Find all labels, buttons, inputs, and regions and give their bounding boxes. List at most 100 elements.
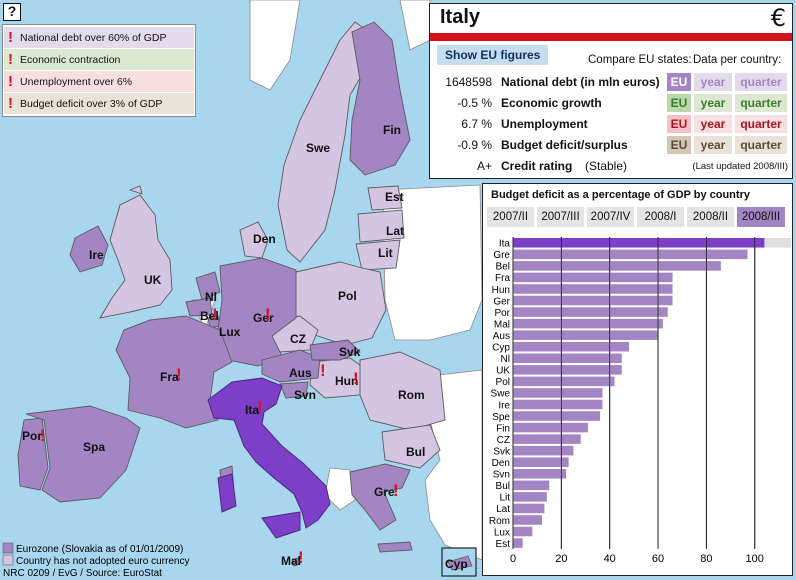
map-label-fin[interactable]: Fin [383, 123, 401, 137]
bar-bul[interactable] [513, 480, 550, 491]
map-label-fra[interactable]: Fra [160, 370, 179, 384]
map-label-ger[interactable]: Ger [253, 311, 274, 325]
bar-hun[interactable] [513, 284, 673, 294]
bar-fin[interactable] [513, 422, 588, 433]
map-label-ire[interactable]: Ire [89, 248, 104, 262]
per-year-button[interactable]: year [694, 94, 732, 112]
bar-por[interactable] [513, 307, 668, 317]
country-aus[interactable] [261, 349, 321, 383]
country-svk[interactable] [309, 339, 361, 361]
map-label-svn[interactable]: Svn [294, 388, 316, 402]
map-label-cyp[interactable]: Cyp [445, 557, 468, 571]
per-year-button[interactable]: year [694, 115, 732, 133]
country-mal[interactable] [291, 557, 301, 567]
per-year-button[interactable]: year [694, 136, 732, 154]
bar-lux[interactable] [513, 526, 533, 537]
bar-bel[interactable] [513, 261, 721, 271]
bar-mal[interactable] [513, 318, 663, 329]
country-gre[interactable] [349, 463, 411, 531]
country-fin[interactable] [349, 21, 411, 176]
bar-fra[interactable] [513, 272, 673, 283]
map-label-lux[interactable]: Lux [219, 325, 241, 339]
category-label: Por [494, 308, 510, 319]
non-euro-legend-text: Country has not adopted euro currency [16, 556, 189, 567]
map-label-bel[interactable]: Bel [200, 309, 219, 323]
bar-cz[interactable] [513, 434, 581, 444]
country-svn[interactable] [279, 381, 309, 399]
period-tab[interactable]: 2008/III [737, 207, 785, 227]
period-tab[interactable]: 2007/II [487, 207, 534, 227]
category-label: UK [496, 366, 510, 377]
bar-uk[interactable] [513, 365, 622, 375]
country-lit[interactable] [355, 239, 401, 271]
map-label-rom[interactable]: Rom [398, 388, 425, 402]
country-cyp[interactable] [447, 555, 473, 571]
bar-lit[interactable] [513, 492, 547, 502]
bar-rom[interactable] [513, 515, 543, 525]
category-label: Lux [494, 527, 510, 538]
compare-eu-button[interactable]: EU [667, 94, 691, 112]
row-unemployment: 6.7 % Unemployment EU year quarter [430, 114, 792, 134]
bar-ita[interactable] [513, 238, 765, 248]
map-label-svk[interactable]: Svk [339, 345, 361, 359]
period-tab[interactable]: 2008/I [637, 207, 684, 227]
map-label-gre[interactable]: Gre [374, 485, 395, 499]
period-tab[interactable]: 2008/II [687, 207, 734, 227]
chart-title: Budget deficit as a percentage of GDP by… [491, 189, 750, 201]
bar-gre[interactable] [513, 249, 748, 260]
bar-cyp[interactable] [513, 341, 630, 352]
warning-icon: ! [176, 365, 182, 384]
bar-swe[interactable] [513, 388, 603, 398]
country-bel[interactable] [185, 297, 213, 317]
map-label-aus[interactable]: Aus [289, 366, 312, 380]
per-quarter-button[interactable]: quarter [735, 94, 787, 112]
bar-ger[interactable] [513, 295, 673, 306]
map-label-pol[interactable]: Pol [338, 289, 357, 303]
map-label-swe[interactable]: Swe [306, 141, 330, 155]
per-quarter-button[interactable]: quarter [735, 73, 787, 91]
map-label-bul[interactable]: Bul [406, 445, 425, 459]
bar-est[interactable] [513, 538, 523, 548]
bar-den[interactable] [513, 457, 569, 467]
help-button[interactable]: ? [3, 3, 21, 21]
country-fra[interactable] [115, 315, 233, 429]
country-bul[interactable] [381, 424, 441, 469]
country-est[interactable] [367, 185, 403, 211]
country-den[interactable] [239, 221, 269, 259]
country-nl[interactable] [195, 271, 221, 301]
bar-svn[interactable] [513, 469, 567, 479]
bar-spe[interactable] [513, 411, 601, 421]
map-label-cz[interactable]: CZ [290, 332, 306, 346]
per-quarter-button[interactable]: quarter [735, 136, 787, 154]
bar-aus[interactable] [513, 330, 659, 340]
map-label-uk[interactable]: UK [144, 273, 162, 287]
map-label-lit[interactable]: Lit [378, 246, 393, 260]
country-lat[interactable] [357, 209, 405, 243]
country-ire[interactable] [69, 225, 109, 273]
map-label-hun[interactable]: Hun [335, 374, 358, 388]
map-label-est[interactable]: Est [385, 190, 404, 204]
per-year-button[interactable]: year [694, 73, 732, 91]
bar-pol[interactable] [513, 376, 615, 387]
bar-ire[interactable] [513, 399, 603, 410]
country-uk[interactable] [99, 194, 173, 319]
compare-eu-button[interactable]: EU [667, 136, 691, 154]
compare-eu-button[interactable]: EU [667, 115, 691, 133]
bar-svk[interactable] [513, 445, 574, 456]
country-spa[interactable] [25, 405, 141, 503]
period-tab[interactable]: 2007/IV [587, 207, 634, 227]
map-label-mal[interactable]: Mal [281, 554, 301, 568]
show-eu-figures-button[interactable]: Show EU figures [437, 45, 549, 65]
map-label-ita[interactable]: Ita [245, 403, 259, 417]
bar-nl[interactable] [513, 353, 622, 364]
map-label-nl[interactable]: Nl [205, 290, 217, 304]
country-ita[interactable] [207, 377, 331, 529]
map-label-por[interactable]: Por [22, 429, 42, 443]
per-quarter-button[interactable]: quarter [735, 115, 787, 133]
map-label-lat[interactable]: Lat [386, 224, 404, 238]
period-tab[interactable]: 2007/III [537, 207, 584, 227]
map-label-spa[interactable]: Spa [83, 440, 105, 454]
bar-lat[interactable] [513, 503, 545, 514]
map-label-den[interactable]: Den [253, 232, 276, 246]
compare-eu-button[interactable]: EU [667, 73, 691, 91]
